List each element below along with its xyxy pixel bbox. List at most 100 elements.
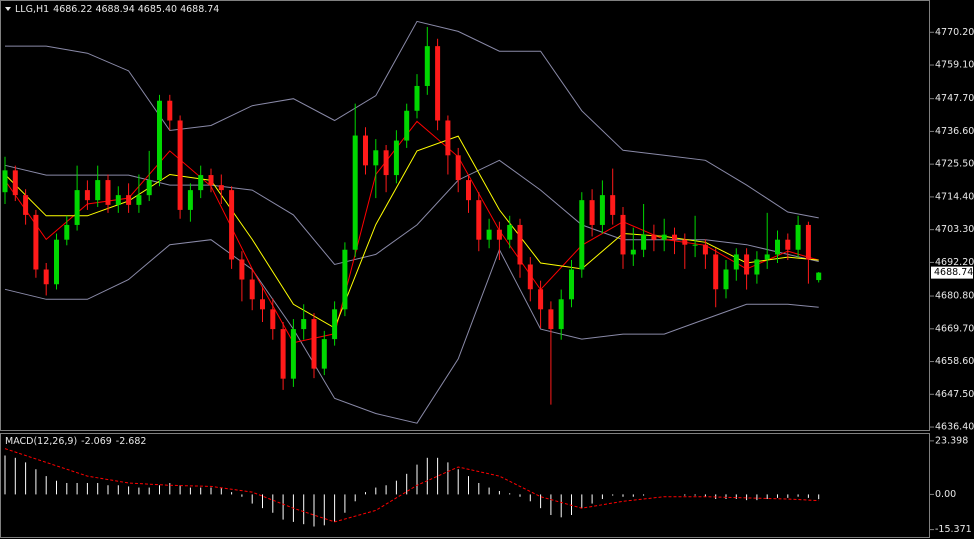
candle-body <box>363 135 368 166</box>
candle-body <box>218 185 224 191</box>
y-tick-label: 4647.50 <box>935 389 974 400</box>
y-tick-label: 4636.40 <box>935 422 974 433</box>
candle-body <box>672 234 677 240</box>
candle-body <box>816 272 822 281</box>
indicator-line <box>4 448 819 523</box>
candle-body <box>187 190 193 210</box>
y-tick-label: 23.398 <box>935 435 968 446</box>
candle-body <box>249 279 255 300</box>
signal-value: -2.682 <box>116 436 147 447</box>
candle-body <box>641 234 647 250</box>
candle-body <box>12 170 18 196</box>
candle-body <box>23 195 29 215</box>
y-tick-label: 4747.70 <box>935 93 974 104</box>
candle-body <box>239 259 245 280</box>
candle-body <box>754 259 760 275</box>
candle-body <box>115 195 121 205</box>
candle-body <box>733 254 739 270</box>
price-tag-label: 4688.74 <box>934 267 973 278</box>
candle-body <box>723 269 729 290</box>
macd-panel-frame <box>0 433 930 538</box>
candle-body <box>527 264 533 290</box>
candle-body <box>198 175 204 191</box>
y-tick-label: 4714.40 <box>935 191 974 202</box>
quote: 4686.22 4688.94 4685.40 4688.74 <box>53 4 219 15</box>
candle-body <box>105 180 111 205</box>
candle-body <box>311 319 317 369</box>
macd-title: MACD(12,26,9) -2.069 -2.682 <box>5 436 146 447</box>
candle-body <box>290 329 296 379</box>
symbol: LLG,H1 <box>15 4 49 15</box>
candle-body <box>486 229 492 240</box>
candle-body <box>2 170 8 193</box>
candle-body <box>126 195 132 205</box>
y-tick-label: 4658.60 <box>935 356 974 367</box>
candle-body <box>466 180 471 201</box>
candle-body <box>764 254 770 260</box>
y-tick-label: 4770.20 <box>935 27 974 38</box>
candle-body <box>599 195 605 225</box>
candle-body <box>342 249 348 310</box>
candle-body <box>177 120 183 210</box>
macd-name: MACD(12,26,9) <box>5 436 77 447</box>
candle-body <box>682 239 688 245</box>
candle-body <box>651 234 657 240</box>
candle-body <box>332 309 338 340</box>
candle-body <box>136 195 142 205</box>
y-tick-label: 4692.20 <box>935 257 974 268</box>
price-tag <box>931 266 973 279</box>
candle-body <box>476 200 482 240</box>
candle-body <box>455 155 461 181</box>
candle-body <box>744 254 750 275</box>
candle-body <box>702 244 708 255</box>
candle-body <box>280 329 286 379</box>
candle-body <box>805 224 811 260</box>
indicator-line <box>4 239 819 424</box>
candle-body <box>95 180 101 201</box>
candle-body <box>579 200 585 270</box>
menu-triangle <box>5 7 11 11</box>
candle-body <box>84 190 90 201</box>
candle-body <box>54 239 59 285</box>
candle-body <box>775 239 780 255</box>
y-tick-label: 0.00 <box>935 489 956 500</box>
main-panel-frame <box>0 0 930 431</box>
candle-body <box>414 85 420 111</box>
candle-body <box>167 100 173 121</box>
candle-body <box>661 234 667 240</box>
candle-body <box>630 249 636 255</box>
candle-body <box>157 100 162 181</box>
candle-body <box>229 190 235 260</box>
candle-body <box>692 244 698 246</box>
indicator-line <box>5 20 819 219</box>
candle-body <box>548 309 554 330</box>
candle-body <box>445 120 451 156</box>
candle-body <box>404 110 410 141</box>
candle-body <box>64 224 70 240</box>
candle-body <box>507 224 513 240</box>
indicator-line <box>4 159 819 266</box>
macd-value: -2.069 <box>81 436 112 447</box>
candle-body <box>496 229 502 240</box>
candle-body <box>713 254 719 290</box>
candle-body <box>43 269 49 285</box>
y-tick-label: 4703.30 <box>935 224 974 235</box>
candle-body <box>146 180 152 196</box>
y-tick-label: 4680.80 <box>935 291 974 302</box>
indicator-line <box>4 120 819 344</box>
candle-body <box>74 190 80 225</box>
y-tick-label: 4759.10 <box>935 60 974 71</box>
y-tick-label: 4736.60 <box>935 126 974 137</box>
candle-body <box>610 195 616 215</box>
candle-body <box>517 224 523 265</box>
y-tick-label: 4725.50 <box>935 159 974 170</box>
y-tick-label: 4669.70 <box>935 323 974 334</box>
candle-body <box>620 214 626 255</box>
indicator-line <box>4 135 819 329</box>
candle-body <box>558 299 564 330</box>
candle-body <box>321 339 327 369</box>
candle-body <box>569 269 574 300</box>
candle-body <box>589 200 595 225</box>
